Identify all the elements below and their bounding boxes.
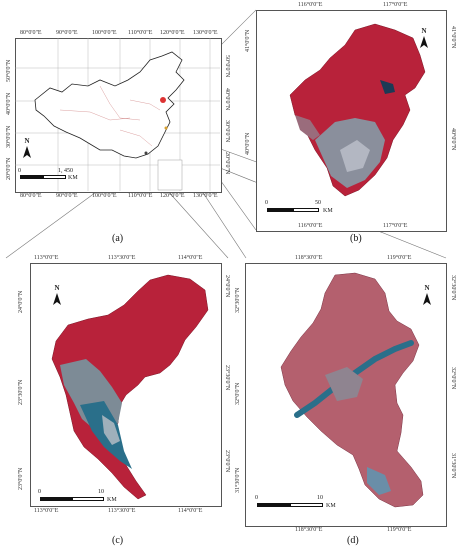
b-top-tick: 117°0'0"E (383, 2, 408, 8)
a-right-tick: 20°0'0"N (224, 152, 230, 175)
a-scale-unit: KM (68, 175, 78, 181)
guangzhou-satellite-image (51, 274, 209, 500)
a-left-tick: 50°0'0"N (6, 59, 12, 82)
d-right-tick: 31°30'0"N (450, 453, 456, 479)
a-top-tick: 80°0'0"E (20, 30, 42, 36)
c-bottom-tick: 114°0'0"E (178, 508, 203, 514)
a-left-tick: 20°0'0"N (6, 157, 12, 180)
caption-c: (c) (112, 535, 124, 546)
c-scale-unit: KM (107, 497, 117, 503)
north-label: N (54, 284, 60, 292)
caption-a: (a) (112, 233, 124, 244)
d-top-tick: 118°30'0"E (295, 255, 323, 261)
panel-c-guangzhou-map: 113°0'0"E 113°30'0"E 114°0'0"E 113°0'0"E… (0, 255, 232, 550)
scale-bar-a (20, 175, 66, 179)
b-left-tick: 40°0'0"N (245, 132, 251, 155)
d-bottom-tick: 119°0'0"E (387, 527, 412, 533)
b-right-tick: 40°0'0"N (450, 128, 456, 151)
d-left-tick: 32°30'0"N (235, 287, 241, 313)
c-left-tick: 23°0'0"N (18, 467, 24, 490)
caption-b: (b) (350, 233, 362, 244)
site-nanjing-marker (164, 126, 168, 130)
c-top-tick: 113°30'0"E (108, 255, 136, 261)
scale-bar-c (40, 497, 104, 501)
north-label: N (24, 137, 30, 145)
c-right-tick: 23°0'0"N (224, 450, 230, 473)
site-guangzhou-marker (144, 151, 148, 155)
a-right-tick: 30°0'0"N (224, 120, 230, 143)
a-bottom-tick: 90°0'0"E (56, 193, 78, 199)
b-scale-zero: 0 (265, 200, 268, 206)
north-arrow-icon: N (20, 137, 34, 160)
d-right-tick: 32°0'0"N (450, 367, 456, 390)
a-top-tick: 110°0'0"E (128, 30, 153, 36)
china-outline (15, 38, 220, 191)
b-bottom-tick: 116°0'0"E (298, 223, 323, 229)
c-right-tick: 24°0'0"N (224, 275, 230, 298)
caption-d: (d) (347, 535, 359, 546)
a-scale-max: 1, 450 (58, 168, 73, 174)
a-bottom-tick: 110°0'0"E (128, 193, 153, 199)
north-arrow-icon: N (50, 284, 64, 307)
b-scale-max: 50 (315, 200, 321, 206)
a-bottom-tick: 80°0'0"E (20, 193, 42, 199)
panel-d-nanjing-map: 118°30'0"E 119°0'0"E 118°30'0"E 119°0'0"… (235, 255, 467, 550)
a-scale-zero: 0 (18, 168, 21, 174)
d-scale-max: 10 (317, 495, 323, 501)
c-scale-max: 10 (98, 489, 104, 495)
north-arrow-icon: N (417, 27, 431, 50)
a-bottom-tick: 120°0'0"E (160, 193, 185, 199)
a-left-tick: 30°0'0"N (6, 125, 12, 148)
c-bottom-tick: 113°0'0"E (34, 508, 59, 514)
a-left-tick: 40°0'0"N (6, 92, 12, 115)
d-scale-zero: 0 (255, 495, 258, 501)
c-top-tick: 113°0'0"E (34, 255, 59, 261)
nanjing-satellite-image (280, 272, 424, 508)
site-beijing-marker (160, 97, 166, 103)
a-bottom-tick: 130°0'0"E (193, 193, 218, 199)
c-left-tick: 24°0'0"N (18, 290, 24, 313)
b-top-tick: 116°0'0"E (298, 2, 323, 8)
beijing-satellite-image (289, 23, 426, 197)
a-right-tick: 50°0'0"N (224, 55, 230, 78)
a-right-tick: 40°0'0"N (224, 88, 230, 111)
d-scale-unit: KM (326, 503, 336, 509)
d-top-tick: 119°0'0"E (387, 255, 412, 261)
a-bottom-tick: 100°0'0"E (92, 193, 117, 199)
north-label: N (421, 27, 427, 35)
c-left-tick: 23°30'0"N (18, 379, 24, 405)
d-right-tick: 32°30'0"N (450, 275, 456, 301)
north-arrow-icon: N (420, 284, 434, 307)
b-right-tick: 41°0'0"N (450, 26, 456, 49)
c-scale-zero: 0 (38, 489, 41, 495)
b-scale-unit: KM (323, 208, 333, 214)
scale-bar-d (257, 503, 323, 507)
d-left-tick: 31°30'0"N (235, 467, 241, 493)
a-top-tick: 130°0'0"E (193, 30, 218, 36)
c-right-tick: 23°30'0"N (224, 365, 230, 391)
scale-bar-b (267, 208, 319, 212)
c-top-tick: 114°0'0"E (178, 255, 203, 261)
c-bottom-tick: 113°30'0"E (108, 508, 136, 514)
panel-a-china-map: 80°0'0"E 90°0'0"E 100°0'0"E 110°0'0"E 12… (0, 0, 232, 250)
d-left-tick: 32°0'0"N (235, 382, 241, 405)
panel-b-beijing-map: 116°0'0"E 117°0'0"E 116°0'0"E 117°0'0"E … (235, 0, 467, 250)
a-top-tick: 90°0'0"E (56, 30, 78, 36)
b-left-tick: 41°0'0"N (245, 29, 251, 52)
b-bottom-tick: 117°0'0"E (383, 223, 408, 229)
d-bottom-tick: 118°30'0"E (295, 527, 323, 533)
a-top-tick: 100°0'0"E (92, 30, 117, 36)
a-top-tick: 120°0'0"E (160, 30, 185, 36)
north-label: N (424, 284, 430, 292)
